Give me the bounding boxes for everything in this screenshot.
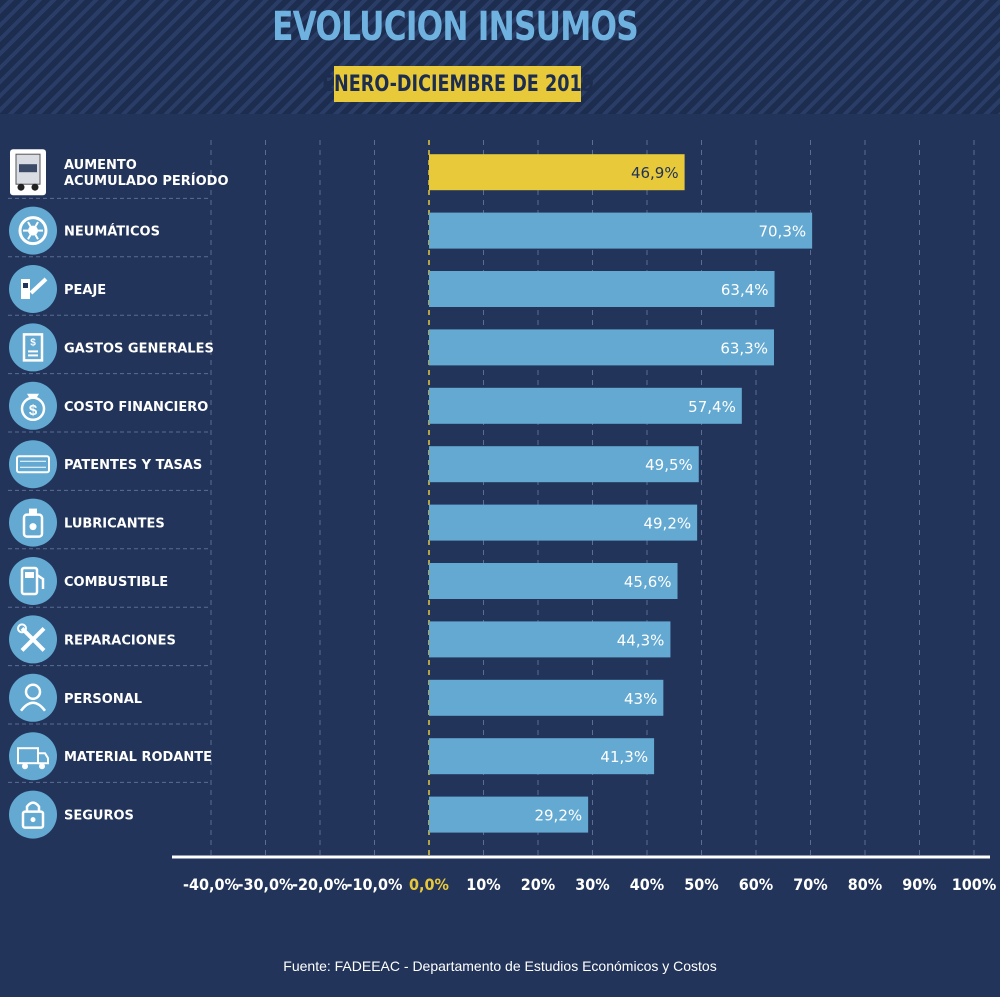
value-label: 63,3%: [720, 339, 768, 357]
license-plate-icon: [9, 440, 57, 489]
category-label: COMBUSTIBLE: [64, 575, 168, 590]
x-tick-label: -40,0%: [183, 875, 239, 894]
category-label: MATERIAL RODANTE: [64, 750, 212, 765]
header-banner: EVOLUCION INSUMOS ENERO-DICIEMBRE DE 201…: [0, 0, 1000, 114]
x-tick-label: 80%: [848, 875, 882, 894]
bar: [429, 621, 671, 658]
truck-icon: [9, 732, 57, 781]
bar: [429, 154, 685, 191]
bar: [429, 212, 813, 249]
value-label: 49,2%: [643, 515, 691, 533]
value-label: 41,3%: [600, 748, 648, 766]
value-label: 29,2%: [534, 807, 582, 825]
category-label: PERSONAL: [64, 692, 142, 707]
value-label: 43%: [624, 690, 657, 708]
category-label: COSTO FINANCIERO: [64, 400, 208, 415]
x-tick-label: 0,0%: [409, 875, 449, 894]
tire-icon: [9, 206, 57, 255]
bar: [429, 504, 698, 541]
tools-icon: [9, 615, 57, 664]
value-label: 49,5%: [645, 456, 693, 474]
chart-subtitle: ENERO-DICIEMBRE DE 2019: [321, 71, 594, 97]
source-note: Fuente: FADEEAC - Departamento de Estudi…: [283, 958, 717, 974]
category-label: REPARACIONES: [64, 633, 176, 648]
category-label: PEAJE: [64, 283, 106, 298]
chart-title: EVOLUCION INSUMOS: [272, 4, 639, 50]
x-tick-label: 40%: [630, 875, 664, 894]
x-tick-label: -20,0%: [292, 875, 348, 894]
x-tick-label: 90%: [902, 875, 936, 894]
bar: [429, 796, 589, 833]
category-label: AUMENTO: [64, 158, 137, 173]
bar: [429, 679, 664, 716]
x-tick-label: -30,0%: [238, 875, 294, 894]
x-tick-label: 50%: [684, 875, 718, 894]
money-bag-icon: $: [9, 381, 57, 430]
category-label: LUBRICANTES: [64, 517, 165, 532]
x-tick-label: 30%: [575, 875, 609, 894]
oil-can-icon: [9, 498, 57, 547]
category-label: ACUMULADO PERÍODO: [64, 173, 229, 189]
svg-text:$: $: [30, 337, 36, 348]
subtitle-badge: ENERO-DICIEMBRE DE 2019: [322, 66, 593, 102]
category-label: SEGUROS: [64, 809, 134, 824]
value-label: 63,4%: [721, 281, 769, 299]
value-label: 46,9%: [631, 164, 679, 182]
value-label: 44,3%: [617, 631, 665, 649]
person-icon: [9, 673, 57, 722]
truck-icon: [10, 149, 46, 196]
x-tick-label: 10%: [466, 875, 500, 894]
bar: [429, 738, 655, 775]
bar: [429, 563, 678, 599]
receipt-icon: $: [9, 323, 57, 372]
x-tick-label: -10,0%: [347, 875, 403, 894]
category-label: NEUMÁTICOS: [64, 224, 160, 240]
bar: [429, 446, 699, 483]
x-tick-label: 60%: [739, 875, 773, 894]
bar: [429, 387, 742, 424]
fuel-pump-icon: [9, 557, 57, 605]
category-label: GASTOS GENERALES: [64, 341, 214, 356]
lock-icon: [9, 790, 57, 839]
svg-text:$: $: [29, 402, 38, 419]
value-label: 57,4%: [688, 398, 736, 416]
value-label: 45,6%: [624, 573, 672, 591]
toll-booth-icon: [9, 265, 57, 313]
x-tick-label: 70%: [793, 875, 827, 894]
bar: [429, 271, 775, 307]
x-tick-label: 20%: [521, 875, 555, 894]
value-label: 70,3%: [758, 223, 806, 241]
bar: [429, 329, 774, 366]
x-tick-label: 100%: [952, 875, 996, 894]
category-label: PATENTES Y TASAS: [64, 458, 202, 473]
